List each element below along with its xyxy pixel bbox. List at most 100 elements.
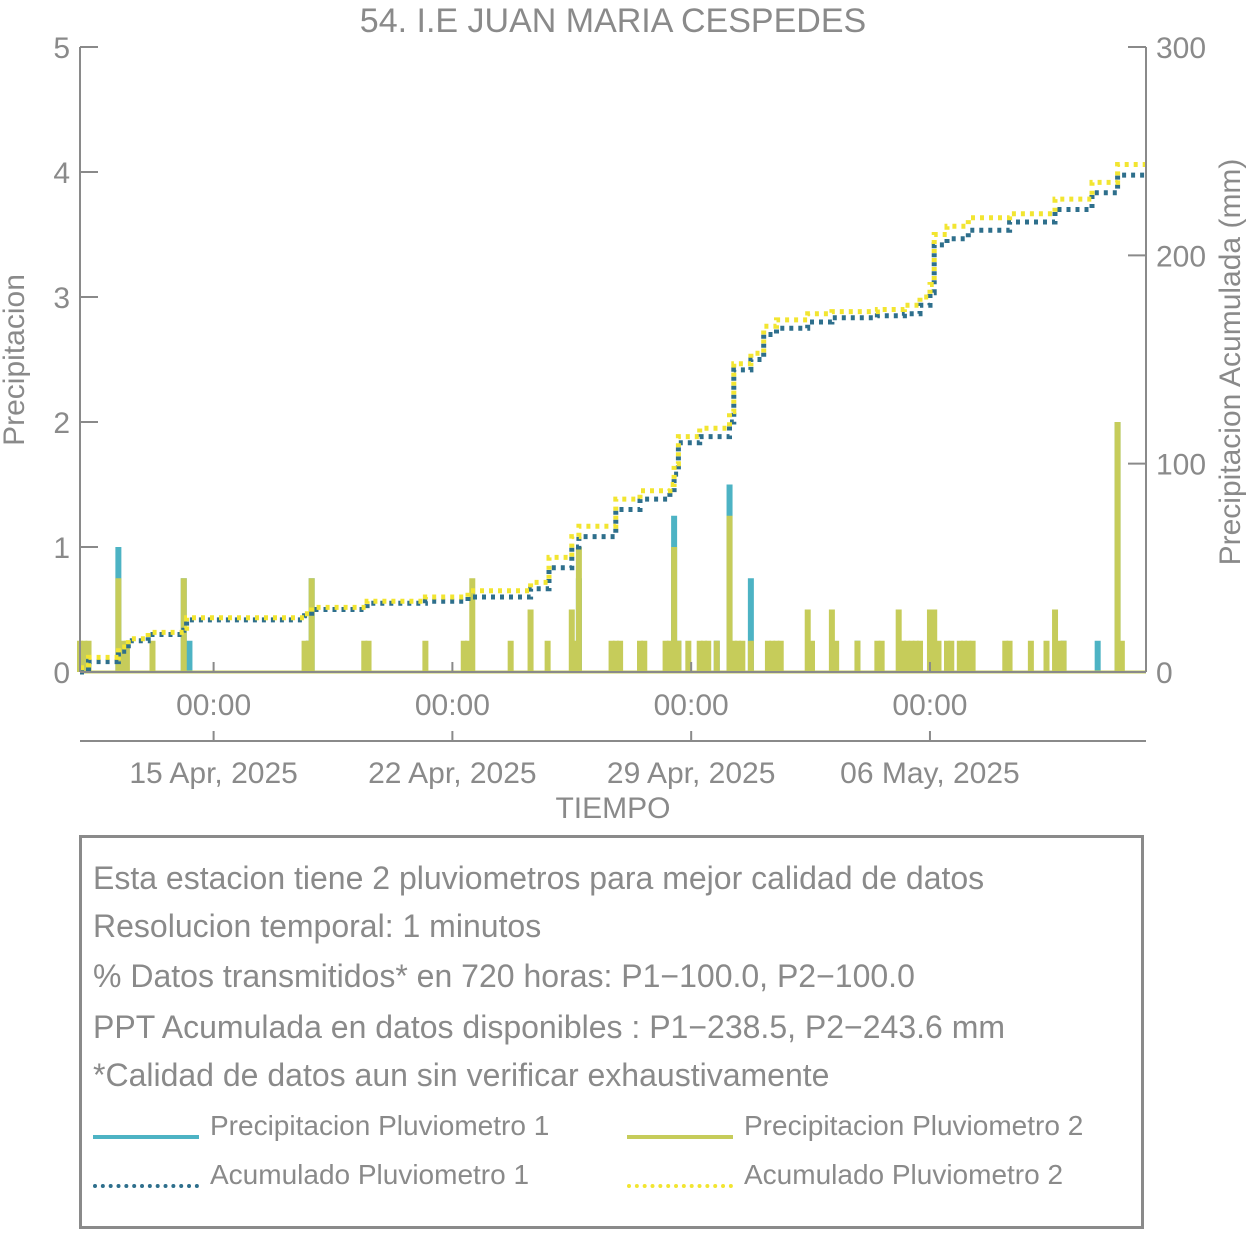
- precip-bar-p2-46: [804, 609, 811, 672]
- precip-bar-p2-40: [739, 640, 746, 672]
- precip-bar-p2-43: [769, 640, 776, 672]
- precip-bar-p2-58: [917, 640, 924, 672]
- x-tick-time-1: 00:00: [415, 689, 490, 722]
- precip-bar-p2-39: [735, 640, 742, 672]
- precip-bar-p2-12: [365, 640, 372, 672]
- precip-bar-p2-16: [469, 578, 476, 672]
- precip-bar-p2-30: [671, 547, 678, 672]
- precipitation-chart: 54. I.E JUAN MARIA CESPEDES 0 1 2 3 4 5 0 100 20…: [0, 2, 1247, 825]
- precip-bar-p2-69: [1006, 640, 1013, 672]
- precip-bar-p2-60: [931, 609, 938, 672]
- y2-tick-label-3: 300: [1156, 32, 1206, 65]
- precip-bar-p2-55: [904, 640, 911, 672]
- precip-bar-p2-63: [948, 640, 955, 672]
- precip-bar-p2-48: [828, 609, 835, 672]
- legend-swatch-acum1: [93, 1184, 199, 1188]
- precip-bar-p2-75: [1114, 422, 1121, 672]
- info-line-quality-note: *Calidad de datos aun sin verificar exha…: [93, 1057, 830, 1093]
- accumulated-line-p2: [80, 162, 1146, 671]
- info-line-accumulated: PPT Acumulada en datos disponibles : P1−…: [93, 1009, 1005, 1045]
- precip-bar-p2-34: [700, 640, 707, 672]
- x-tick-date-3: 06 May, 2025: [840, 757, 1020, 790]
- chart-title: 54. I.E JUAN MARIA CESPEDES: [360, 2, 866, 40]
- precip-bar-p2-72: [1052, 609, 1059, 672]
- y-tick-label-1: 1: [53, 532, 70, 565]
- x-axis-label: TIEMPO: [555, 792, 670, 825]
- precip-bar-p2-20: [568, 609, 575, 672]
- y-tick-label-4: 4: [53, 157, 70, 190]
- y-axis-label: Precipitacion: [0, 274, 31, 446]
- info-line-resolution: Resolucion temporal: 1 minutos: [93, 908, 542, 944]
- precip-bar-p2-35: [705, 640, 712, 672]
- x-tick-date-0: 15 Apr, 2025: [129, 757, 298, 790]
- precip-bar-p2-8: [301, 640, 308, 672]
- precip-bar-p2-27: [641, 640, 648, 672]
- precip-bar-p2-68: [1002, 640, 1009, 672]
- precip-bar-p1-11: [747, 578, 754, 672]
- precip-bar-p2-73: [1056, 640, 1063, 672]
- precip-bar-p2-4: [119, 640, 126, 672]
- precip-bar-p2-59: [926, 609, 933, 672]
- x-tick-date-1: 22 Apr, 2025: [368, 757, 537, 790]
- y-tick-label-2: 2: [53, 407, 70, 440]
- precip-bar-p2-18: [527, 609, 534, 672]
- precip-bar-p2-10: [308, 578, 315, 672]
- legend-label-acum1: Acumulado Pluviometro 1: [210, 1159, 530, 1190]
- x-tick-time-3: 00:00: [892, 689, 967, 722]
- precip-bar-p2-15: [465, 640, 472, 672]
- precip-bar-p2-49: [833, 640, 840, 672]
- precip-bar-p2-65: [961, 640, 968, 672]
- precip-bar-p2-6: [149, 640, 156, 672]
- precip-bar-p2-42: [764, 640, 771, 672]
- x-tick-time-2: 00:00: [654, 689, 729, 722]
- precip-bar-p2-71: [1043, 640, 1050, 672]
- precip-bar-p2-50: [854, 640, 861, 672]
- precip-bar-p2-36: [713, 640, 720, 672]
- y-tick-label-5: 5: [53, 32, 70, 65]
- precip-bar-p2-74: [1060, 640, 1067, 672]
- info-legend-box: Esta estacion tiene 2 pluviometros para …: [79, 835, 1144, 1229]
- accumulated-line-p1: [80, 172, 1146, 675]
- precip-bar-p2-64: [956, 640, 963, 672]
- precip-bar-p2-53: [895, 609, 902, 672]
- y-tick-label-0: 0: [53, 657, 70, 690]
- legend-swatch-pluv1: [93, 1135, 199, 1139]
- precip-bar-p2-19: [544, 640, 551, 672]
- precip-bar-p2-25: [617, 640, 624, 672]
- precip-bar-p2-26: [637, 640, 644, 672]
- precip-bar-p2-11: [361, 640, 368, 672]
- precip-bar-p2-61: [935, 640, 942, 672]
- precip-bar-p2-17: [507, 640, 514, 672]
- precip-bar-p2-14: [460, 640, 467, 672]
- precip-bar-p2-70: [1027, 640, 1034, 672]
- precip-bar-p2-31: [675, 640, 682, 672]
- precip-bar-p2-76: [1118, 640, 1125, 672]
- precip-bar-p2-3: [115, 578, 122, 672]
- x-tick-time-0: 00:00: [176, 689, 251, 722]
- info-line-stations: Esta estacion tiene 2 pluviometros para …: [93, 860, 985, 896]
- precip-bar-p2-37: [726, 515, 733, 672]
- precip-bar-p2-33: [696, 640, 703, 672]
- precip-bar-p2-28: [662, 640, 669, 672]
- precip-bar-p2-62: [944, 640, 951, 672]
- precip-bar-p2-38: [730, 640, 737, 672]
- precip-bar-p2-24: [612, 640, 619, 672]
- precip-bar-p2-47: [808, 640, 815, 672]
- y2-tick-label-2: 200: [1156, 240, 1206, 273]
- precip-bar-p1-14: [1094, 640, 1101, 672]
- precip-bar-p2-54: [899, 640, 906, 672]
- precip-bar-p2-67: [969, 640, 976, 672]
- precip-bar-p1-3: [186, 640, 193, 672]
- precip-bar-p2-7: [180, 578, 187, 672]
- precip-bar-p2-5: [123, 640, 130, 672]
- precip-bar-p2-51: [874, 640, 881, 672]
- precip-bar-p2-22: [575, 547, 582, 672]
- plot-area: [77, 162, 1146, 675]
- precip-bar-p2-57: [912, 640, 919, 672]
- legend-label-acum2: Acumulado Pluviometro 2: [744, 1159, 1064, 1190]
- legend-label-pluv1: Precipitacion Pluviometro 1: [210, 1110, 550, 1141]
- y2-axis-label: Precipitacion Acumulada (mm): [1214, 159, 1247, 566]
- y2-tick-label-0: 0: [1156, 657, 1173, 690]
- precip-bar-p2-32: [685, 640, 692, 672]
- precip-bar-p2-66: [965, 640, 972, 672]
